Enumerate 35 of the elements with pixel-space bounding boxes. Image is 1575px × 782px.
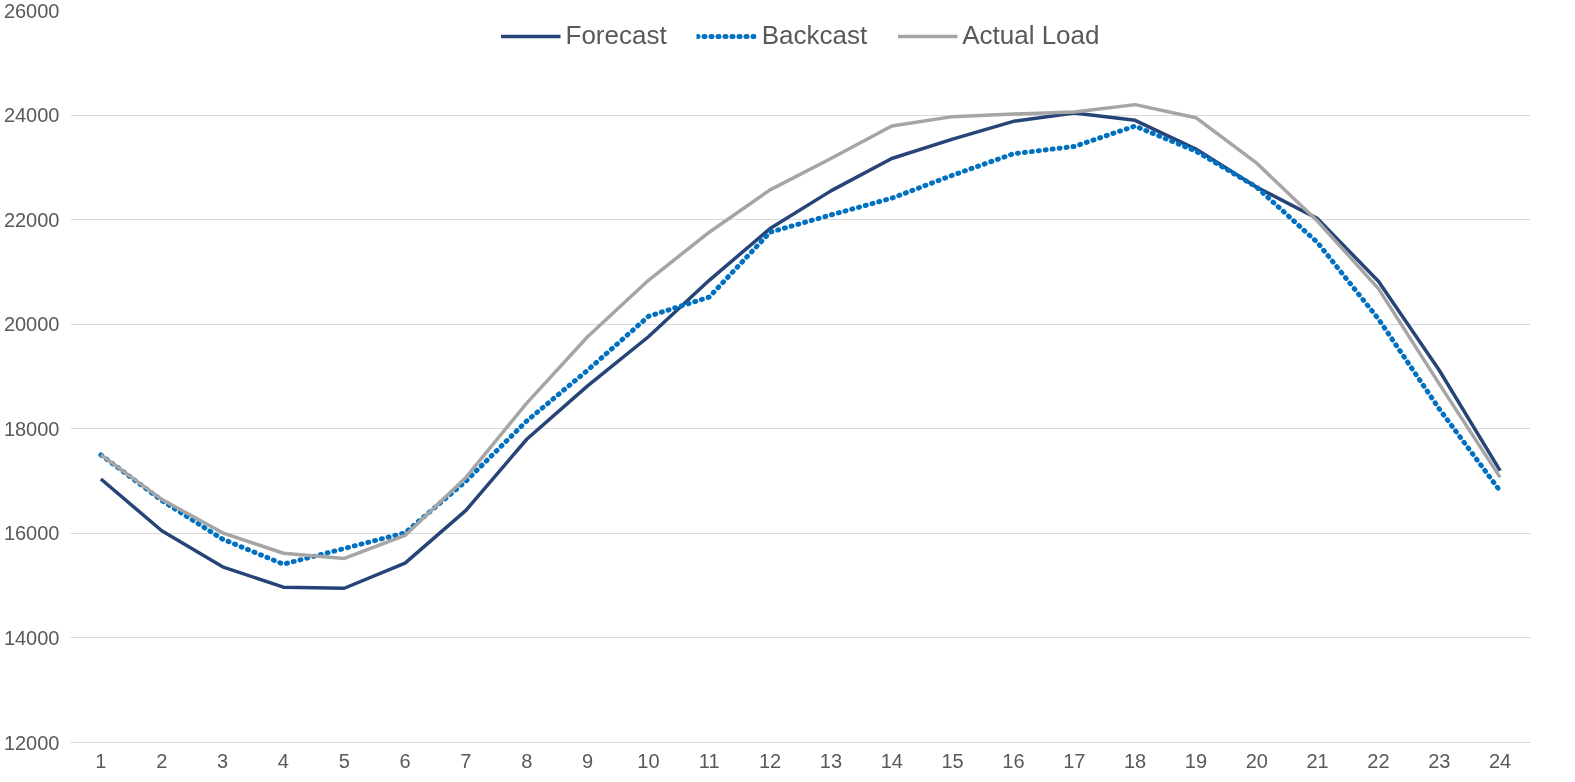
x-tick-label: 10 (637, 749, 660, 772)
legend-label: Actual Load (962, 20, 1100, 51)
x-tick-label: 21 (1306, 749, 1329, 772)
legend-label: Backcast (761, 20, 868, 51)
x-tick-label: 11 (698, 749, 720, 772)
x-tick-label: 18 (1123, 749, 1147, 772)
x-tick-label: 17 (1063, 749, 1086, 772)
x-tick-label: 6 (399, 749, 411, 772)
y-tick-label: 14000 (3, 626, 60, 649)
y-tick-label: 20000 (3, 313, 60, 336)
x-tick-label: 15 (941, 749, 964, 772)
y-tick-label: 24000 (3, 104, 60, 127)
x-tick-label: 24 (1488, 749, 1512, 772)
x-tick-label: 16 (1002, 749, 1025, 772)
x-tick-label: 1 (95, 749, 107, 772)
x-tick-label: 23 (1428, 749, 1451, 772)
y-tick-label: 18000 (3, 417, 60, 440)
x-tick-label: 19 (1184, 749, 1208, 772)
y-tick-label: 22000 (3, 208, 60, 231)
x-tick-label: 20 (1245, 749, 1268, 772)
x-tick-label: 8 (521, 749, 533, 772)
y-tick-label: 26000 (3, 0, 60, 22)
x-tick-label: 2 (156, 749, 168, 772)
x-tick-label: 5 (338, 749, 350, 772)
x-tick-label: 7 (460, 749, 472, 772)
x-tick-label: 13 (819, 749, 843, 772)
y-tick-label: 12000 (3, 731, 60, 754)
x-tick-label: 9 (582, 749, 594, 772)
x-tick-label: 4 (277, 749, 289, 772)
legend-label: Forecast (565, 20, 667, 51)
x-tick-label: 3 (217, 749, 229, 772)
x-tick-label: 22 (1367, 749, 1390, 772)
x-tick-label: 14 (880, 749, 903, 772)
x-tick-label: 12 (758, 749, 782, 772)
y-tick-label: 16000 (3, 522, 60, 545)
